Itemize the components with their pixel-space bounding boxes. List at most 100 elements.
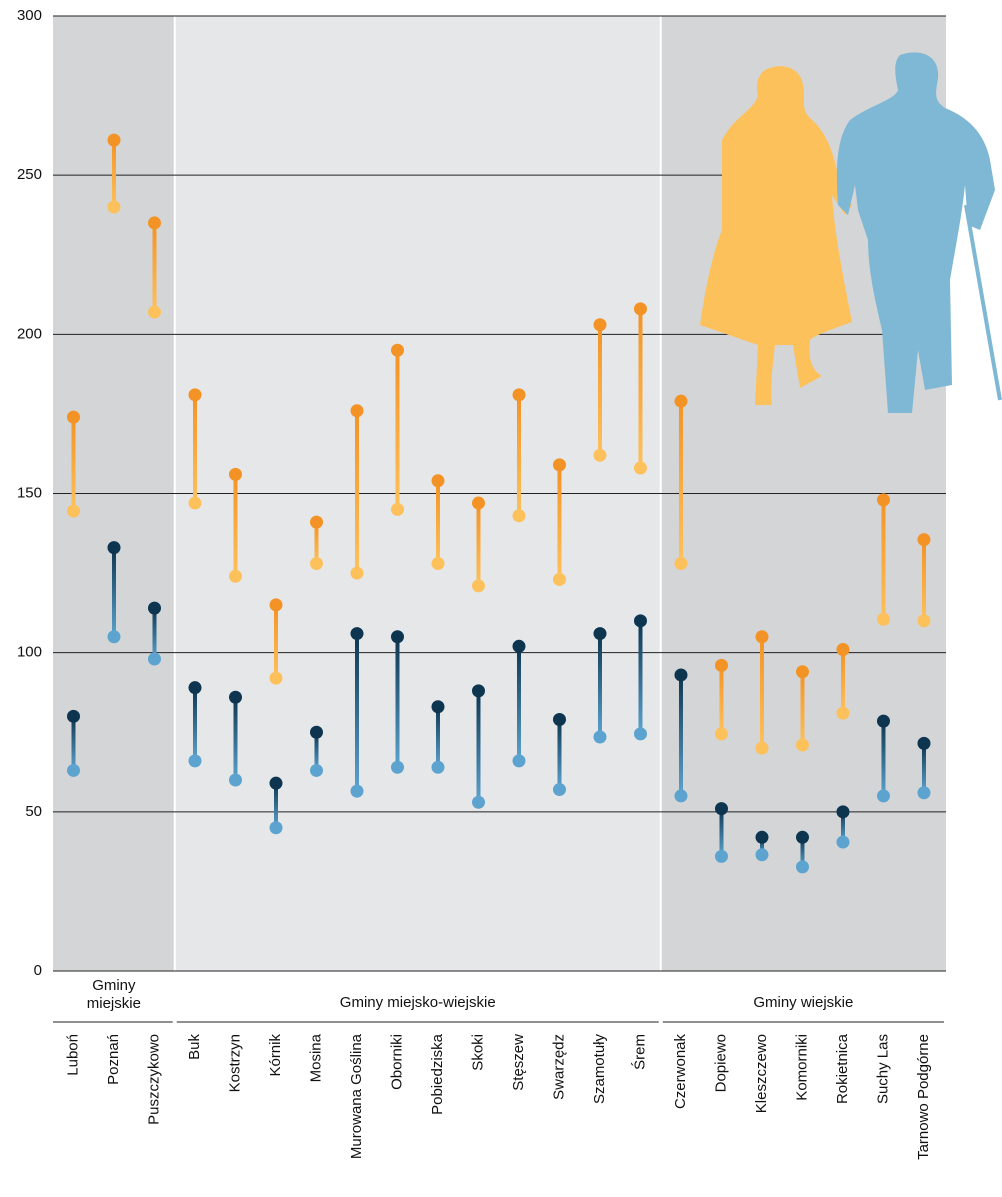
low-dot — [269, 821, 283, 835]
low-dot — [795, 738, 809, 752]
connector — [233, 474, 238, 577]
high-dot — [593, 627, 607, 641]
x-tick-label: Poznań — [105, 1034, 122, 1085]
group-label: Gminy miejsko-wiejskie — [339, 994, 496, 1011]
low-dot — [309, 557, 323, 571]
high-dot — [188, 681, 202, 695]
high-dot — [876, 714, 890, 728]
high-dot — [714, 802, 728, 816]
connector — [233, 697, 238, 780]
high-dot — [714, 658, 728, 672]
x-tick-label: Buk — [186, 1034, 203, 1060]
connector — [921, 743, 926, 793]
connector — [314, 732, 319, 771]
low-dot — [714, 727, 728, 741]
low-dot — [390, 760, 404, 774]
y-tick-label: 250 — [17, 166, 42, 183]
high-dot — [107, 133, 121, 147]
low-dot — [67, 763, 80, 777]
group-label: Gminy miejskie — [86, 977, 141, 1012]
high-dot — [228, 690, 242, 704]
connector — [881, 721, 886, 796]
low-dot — [390, 502, 404, 516]
low-dot — [350, 566, 364, 580]
low-dot — [471, 579, 485, 593]
low-dot — [269, 671, 283, 685]
low-dot — [147, 305, 161, 319]
low-dot — [188, 754, 202, 768]
high-dot — [350, 627, 364, 641]
connector — [557, 719, 562, 790]
connector — [759, 636, 764, 749]
x-tick-label: Komorniki — [793, 1034, 810, 1101]
connector — [678, 674, 683, 796]
high-dot — [512, 639, 526, 653]
low-dot — [633, 727, 647, 741]
high-dot — [552, 713, 566, 727]
connector — [881, 499, 886, 620]
connector — [638, 308, 643, 469]
high-dot — [633, 614, 647, 628]
low-dot — [309, 763, 323, 777]
connector — [354, 410, 359, 574]
connector — [314, 522, 319, 564]
x-tick-label: Puszczykowo — [145, 1034, 162, 1125]
y-tick-label: 300 — [17, 7, 42, 24]
low-dot — [147, 652, 161, 666]
low-dot — [674, 789, 688, 803]
low-dot — [67, 504, 80, 518]
connector — [800, 671, 805, 745]
connector — [557, 464, 562, 580]
connector — [71, 417, 76, 512]
low-dot — [633, 461, 647, 475]
low-dot — [107, 200, 121, 214]
low-dot — [876, 612, 890, 626]
x-tick-label: Pobiedziska — [429, 1033, 446, 1115]
high-dot — [228, 467, 242, 481]
connector — [759, 837, 764, 855]
connector — [840, 811, 845, 843]
low-dot — [228, 569, 242, 583]
low-dot — [188, 496, 202, 510]
high-dot — [147, 216, 161, 230]
high-dot — [876, 493, 890, 507]
high-dot — [107, 541, 121, 555]
connector — [111, 140, 116, 207]
x-tick-label: Dopiewo — [712, 1034, 729, 1092]
low-dot — [917, 786, 931, 800]
low-dot — [552, 783, 566, 797]
connector — [840, 649, 845, 714]
connector — [152, 222, 157, 313]
low-dot — [512, 754, 526, 768]
high-dot — [269, 776, 283, 790]
high-dot — [633, 302, 647, 316]
high-dot — [552, 458, 566, 472]
high-dot — [390, 630, 404, 644]
high-dot — [471, 684, 485, 698]
low-dot — [228, 773, 242, 787]
low-dot — [552, 572, 566, 586]
connector — [354, 633, 359, 792]
woman-silhouette — [700, 66, 852, 405]
low-dot — [836, 835, 850, 849]
x-tick-label: Szamotuły — [591, 1034, 608, 1105]
high-dot — [795, 830, 809, 844]
connector — [111, 547, 116, 637]
x-tick-label: Kórnik — [267, 1034, 284, 1077]
x-tick-label: Oborniki — [388, 1034, 405, 1090]
connector — [192, 394, 197, 504]
connector — [597, 324, 602, 456]
high-dot — [350, 404, 364, 418]
high-dot — [67, 709, 80, 723]
high-dot — [795, 665, 809, 679]
y-tick-label: 50 — [25, 803, 42, 820]
high-dot — [390, 343, 404, 357]
low-dot — [107, 630, 121, 644]
x-tick-label: Luboń — [64, 1034, 81, 1076]
connector — [921, 539, 926, 621]
low-dot — [674, 557, 688, 571]
connector — [516, 646, 521, 761]
high-dot — [269, 598, 283, 612]
connector — [152, 608, 157, 660]
